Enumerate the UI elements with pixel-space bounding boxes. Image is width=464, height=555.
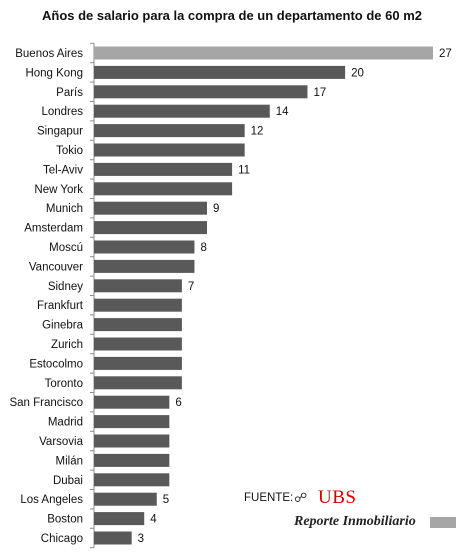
category-label: Los Angeles [20, 494, 83, 506]
category-label: Sidney [48, 281, 83, 293]
category-label: Madrid [48, 417, 83, 429]
category-label: Londres [41, 106, 83, 118]
bar [94, 434, 170, 448]
value-label: 11 [238, 164, 250, 176]
bar [94, 356, 182, 370]
value-label: 9 [213, 203, 219, 215]
bar [94, 453, 170, 467]
category-label: Tokio [56, 145, 83, 157]
bar [94, 221, 207, 235]
category-label: Tel-Aviv [43, 164, 83, 176]
bar [94, 85, 308, 99]
bar [94, 143, 245, 157]
value-label: 8 [200, 242, 206, 254]
category-label: París [56, 87, 83, 99]
category-label: Munich [46, 203, 83, 215]
bar [94, 279, 182, 293]
category-label: Amsterdam [24, 223, 83, 235]
category-label: New York [34, 184, 83, 196]
bar [94, 298, 182, 312]
category-label: Singapur [37, 126, 83, 138]
category-label: Hong Kong [25, 67, 83, 79]
category-label: Buenos Aires [15, 48, 83, 60]
bar [94, 415, 170, 429]
chart-title: Años de salario para la compra de un dep… [41, 8, 422, 23]
bar [94, 240, 195, 254]
bar [94, 473, 170, 487]
category-label: Ginebra [42, 320, 84, 332]
value-label: 7 [188, 281, 194, 293]
category-label: Dubai [53, 475, 83, 487]
category-label: Zurich [51, 339, 83, 351]
value-label: 14 [276, 106, 289, 118]
bar [94, 46, 433, 60]
bar [94, 65, 346, 79]
category-label: Varsovia [39, 436, 83, 448]
category-label: Milán [56, 455, 83, 467]
ubs-keys-icon: ☍ [294, 490, 308, 505]
bar [94, 512, 145, 526]
bar [94, 531, 132, 545]
source-label: FUENTE: [244, 492, 294, 504]
reporte-inmobiliario-logo: Reporte Inmobiliario [294, 514, 416, 529]
value-label: 27 [439, 48, 452, 60]
value-label: 3 [138, 533, 144, 545]
bar [94, 201, 207, 215]
bar [94, 492, 157, 506]
bar [94, 337, 182, 351]
value-label: 4 [150, 514, 157, 526]
value-label: 12 [251, 126, 264, 138]
category-label: Toronto [45, 378, 83, 390]
bar [94, 162, 233, 176]
bar [94, 182, 233, 196]
category-label: San Francisco [9, 397, 83, 409]
category-label: Vancouver [29, 261, 83, 273]
category-label: Chicago [41, 533, 83, 545]
bar [94, 124, 245, 138]
category-label: Frankfurt [37, 300, 84, 312]
category-label: Estocolmo [29, 358, 83, 370]
ubs-logo: UBS [318, 487, 357, 508]
category-label: Moscú [49, 242, 83, 254]
bar [94, 318, 182, 332]
bar [94, 395, 170, 409]
bar [94, 259, 195, 273]
bar [94, 376, 182, 390]
category-label: Boston [47, 514, 83, 526]
value-label: 5 [163, 494, 169, 506]
value-label: 6 [175, 397, 181, 409]
reporte-swatch [430, 517, 456, 528]
value-label: 20 [351, 67, 364, 79]
bar [94, 104, 270, 118]
source-block: FUENTE: ☍ UBS Reporte Inmobiliario [240, 487, 460, 538]
value-label: 17 [313, 87, 326, 99]
